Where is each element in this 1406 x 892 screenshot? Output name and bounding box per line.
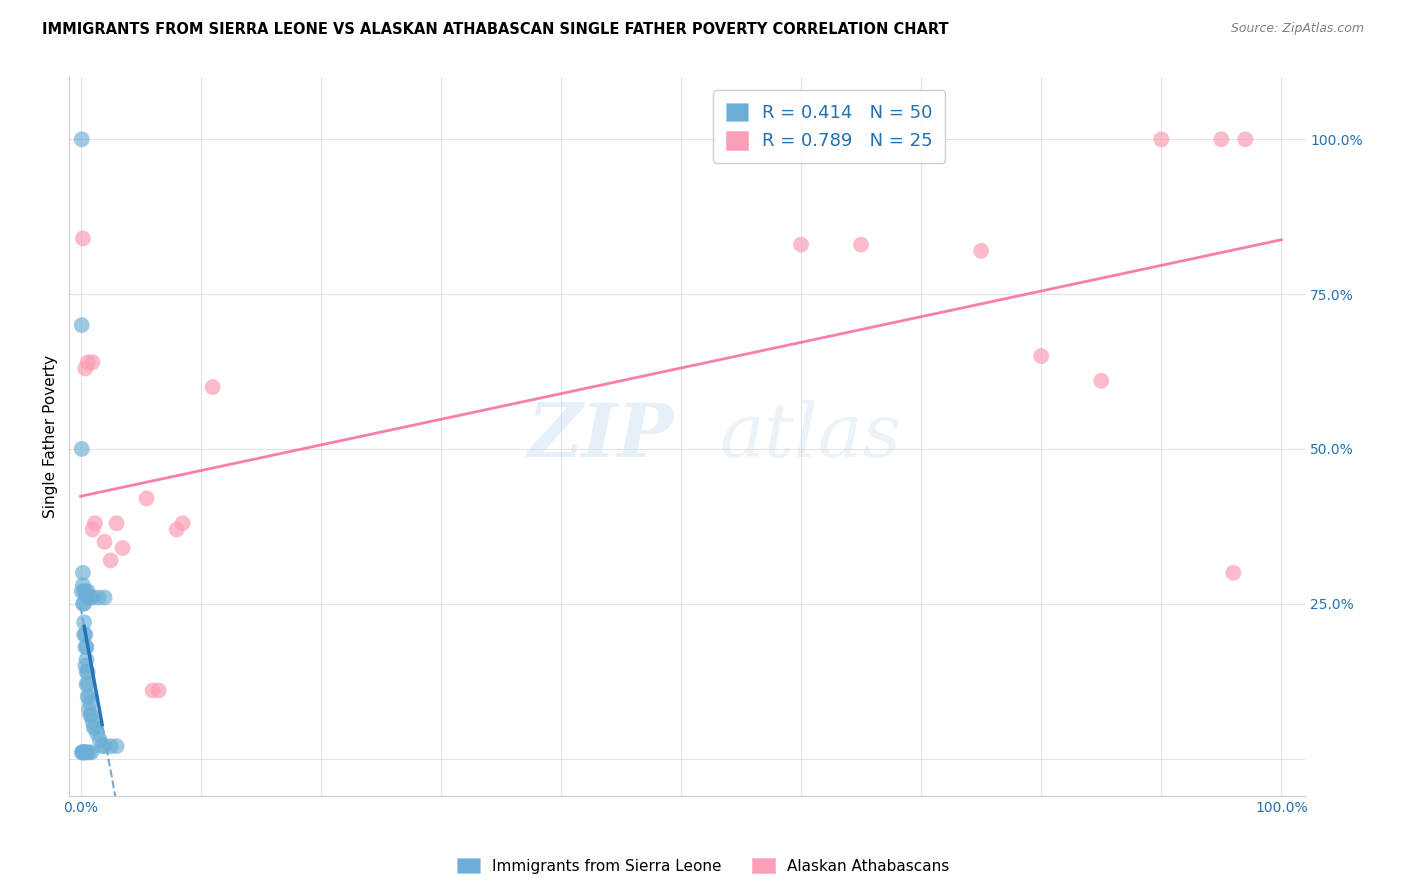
Point — [93, 534, 115, 549]
Point — [166, 523, 188, 537]
Point — [77, 745, 100, 759]
Point — [76, 640, 98, 654]
Point — [72, 231, 94, 245]
Point — [77, 690, 100, 704]
Point — [70, 318, 93, 332]
Point — [100, 739, 122, 754]
Point — [72, 566, 94, 580]
Point — [790, 237, 813, 252]
Point — [76, 677, 98, 691]
Point — [84, 721, 107, 735]
Legend: R = 0.414   N = 50, R = 0.789   N = 25: R = 0.414 N = 50, R = 0.789 N = 25 — [713, 90, 945, 163]
Point — [79, 591, 101, 605]
Point — [82, 523, 104, 537]
Point — [970, 244, 993, 258]
Point — [75, 628, 97, 642]
Point — [75, 361, 97, 376]
Point — [1090, 374, 1112, 388]
Y-axis label: Single Father Poverty: Single Father Poverty — [44, 355, 58, 518]
Point — [76, 584, 98, 599]
Point — [105, 739, 128, 754]
Point — [82, 591, 104, 605]
Point — [111, 541, 134, 555]
Point — [82, 714, 104, 729]
Point — [1234, 132, 1257, 146]
Point — [72, 745, 94, 759]
Text: Source: ZipAtlas.com: Source: ZipAtlas.com — [1230, 22, 1364, 36]
Point — [77, 702, 100, 716]
Point — [76, 665, 98, 679]
Point — [83, 721, 105, 735]
Point — [72, 745, 94, 759]
Point — [1150, 132, 1173, 146]
Point — [1031, 349, 1053, 363]
Point — [80, 745, 103, 759]
Point — [84, 516, 107, 531]
Point — [70, 745, 93, 759]
Point — [75, 658, 97, 673]
Point — [70, 584, 93, 599]
Point — [100, 553, 122, 567]
Point — [93, 739, 115, 754]
Legend: Immigrants from Sierra Leone, Alaskan Athabascans: Immigrants from Sierra Leone, Alaskan At… — [450, 852, 956, 880]
Point — [89, 733, 111, 747]
Point — [849, 237, 872, 252]
Point — [91, 739, 114, 754]
Point — [70, 132, 93, 146]
Point — [105, 516, 128, 531]
Point — [76, 690, 98, 704]
Point — [76, 591, 98, 605]
Point — [70, 442, 93, 456]
Point — [1211, 132, 1233, 146]
Point — [73, 745, 96, 759]
Point — [75, 584, 97, 599]
Point — [73, 628, 96, 642]
Text: IMMIGRANTS FROM SIERRA LEONE VS ALASKAN ATHABASCAN SINGLE FATHER POVERTY CORRELA: IMMIGRANTS FROM SIERRA LEONE VS ALASKAN … — [42, 22, 949, 37]
Point — [1222, 566, 1244, 580]
Point — [76, 355, 98, 369]
Point — [76, 652, 98, 666]
Point — [73, 597, 96, 611]
Point — [79, 696, 101, 710]
Point — [73, 615, 96, 630]
Point — [72, 578, 94, 592]
Point — [82, 355, 104, 369]
Point — [75, 640, 97, 654]
Point — [76, 677, 98, 691]
Point — [72, 597, 94, 611]
Point — [86, 727, 108, 741]
Point — [87, 591, 110, 605]
Point — [135, 491, 157, 506]
Point — [142, 683, 165, 698]
Point — [75, 745, 97, 759]
Point — [93, 591, 115, 605]
Point — [79, 708, 101, 723]
Point — [201, 380, 224, 394]
Text: atlas: atlas — [720, 401, 901, 473]
Point — [148, 683, 170, 698]
Point — [76, 745, 98, 759]
Point — [73, 584, 96, 599]
Text: ZIP: ZIP — [527, 401, 673, 473]
Point — [80, 708, 103, 723]
Point — [76, 665, 98, 679]
Point — [172, 516, 194, 531]
